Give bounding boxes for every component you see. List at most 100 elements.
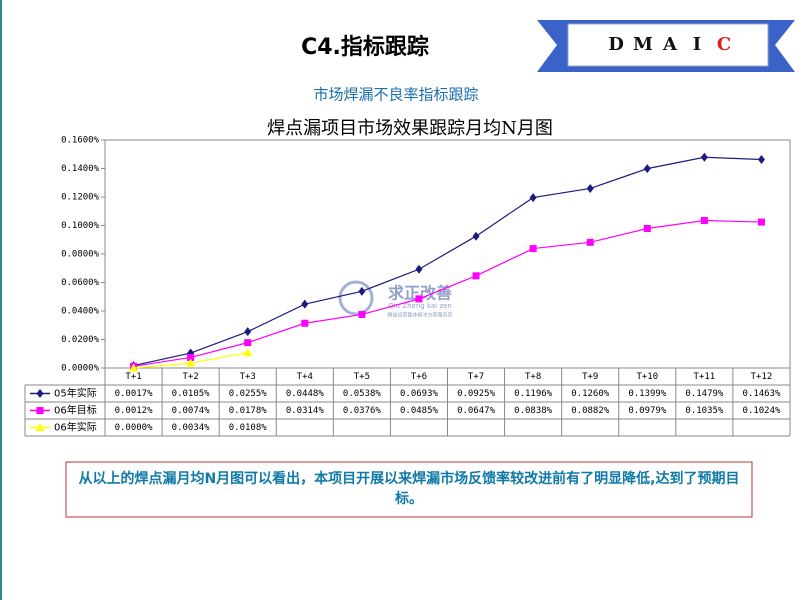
point [243, 348, 253, 357]
y-tick-label: 0.0600% [61, 278, 100, 288]
conclusion-box [65, 461, 753, 518]
point [586, 238, 594, 246]
point [186, 358, 196, 367]
table-value: 0.0979% [628, 406, 667, 416]
y-tick-label: 0.1400% [61, 164, 100, 174]
y-tick-label: 0.0200% [61, 335, 100, 345]
point [301, 299, 309, 309]
table-value: 0.0693% [400, 389, 439, 399]
point [415, 264, 423, 274]
table-value: 0.0376% [343, 406, 382, 416]
point [643, 164, 651, 174]
dmaic-box [567, 23, 769, 67]
legend-label: 05年实际 [54, 387, 97, 400]
table-value: 0.1035% [685, 406, 724, 416]
point [529, 245, 537, 253]
dmaic-letter: C [717, 34, 731, 55]
x-tick-label: T+10 [636, 372, 658, 382]
point [301, 319, 309, 327]
table-value: 0.0000% [115, 423, 154, 433]
point [700, 152, 708, 162]
table-value: 0.0034% [172, 423, 211, 433]
x-tick-label: T+12 [751, 372, 773, 382]
chart-title: 焊点漏项目市场效果跟踪月均N月图 [267, 118, 553, 139]
point [586, 183, 594, 193]
table-value: 0.1024% [742, 406, 781, 416]
legend-label: 06年实际 [54, 421, 97, 434]
point [472, 272, 480, 280]
y-tick-label: 0.0000% [61, 364, 100, 374]
series-line [133, 156, 762, 367]
table-value: 0.0314% [286, 406, 325, 416]
x-tick-label: T+9 [582, 372, 598, 382]
watermark-pinyin: Qiu Zheng kai zen [388, 302, 452, 310]
table-value: 0.0108% [229, 423, 268, 433]
point [472, 231, 480, 241]
x-tick-label: T+4 [297, 372, 313, 382]
y-tick-label: 0.0800% [61, 250, 100, 260]
x-tick-label: T+3 [240, 372, 256, 382]
point [187, 353, 195, 361]
legend-label: 06年目标 [54, 404, 97, 417]
dmaic-letter: I [693, 34, 701, 55]
dmaic-letter: M [633, 34, 653, 55]
legend-marker [36, 389, 44, 398]
x-tick-label: T+2 [182, 372, 198, 382]
point [757, 218, 765, 226]
x-tick-label: T+6 [411, 372, 427, 382]
table-value: 0.0255% [229, 389, 268, 399]
point [700, 217, 708, 225]
x-tick-label: T+5 [354, 372, 370, 382]
table-value: 0.1399% [628, 389, 667, 399]
series-line [133, 219, 762, 367]
table-value: 0.1463% [742, 389, 781, 399]
point [529, 193, 537, 203]
plot-frame [104, 139, 791, 369]
point [415, 295, 423, 303]
point [643, 224, 651, 232]
table-value: 0.0882% [571, 406, 610, 416]
table-value: 0.0538% [343, 389, 382, 399]
legend-marker [35, 423, 45, 431]
conclusion-wrap: 从以上的焊点漏月均N月图可以看出，本项目开展以来焊漏市场反馈率较改进前有了明显降… [78, 471, 740, 507]
point [358, 310, 366, 318]
point [757, 155, 765, 165]
table-value: 0.1196% [514, 389, 553, 399]
point [129, 363, 139, 372]
y-tick-label: 0.1200% [61, 193, 100, 203]
slide-title: C4.指标跟踪 [301, 34, 429, 60]
watermark: 求正改善 Qiu Zheng kai zen 精益运营整体解决方案服务商 [338, 280, 453, 319]
watermark-name: 求正改善 [388, 284, 452, 303]
table-value: 0.0448% [286, 389, 325, 399]
point [244, 327, 252, 337]
table-value: 0.0178% [229, 406, 268, 416]
table-value: 0.1260% [571, 389, 610, 399]
legend-marker [36, 407, 44, 414]
watermark-logo [338, 280, 374, 316]
table-value: 0.0647% [457, 406, 496, 416]
table-value: 0.0925% [457, 389, 496, 399]
table-value: 0.0074% [172, 406, 211, 416]
watermark-slogan: 精益运营整体解决方案服务商 [387, 312, 452, 319]
x-tick-label: T+1 [125, 372, 141, 382]
y-tick-label: 0.1600% [61, 136, 100, 146]
point [358, 286, 366, 296]
table-value: 0.0105% [172, 389, 211, 399]
dmaic-letter: D [608, 34, 624, 55]
table-value: 0.0838% [514, 406, 553, 416]
conclusion: 从以上的焊点漏月均N月图可以看出，本项目开展以来焊漏市场反馈率较改进前有了明显降… [78, 471, 740, 507]
subtitle: 市场焊漏不良率指标跟踪 [313, 86, 478, 104]
table-value: 0.0485% [400, 406, 439, 416]
table-value: 0.0012% [115, 406, 154, 416]
y-tick-label: 0.1000% [61, 221, 100, 231]
point [244, 339, 252, 347]
dmaic-letter: A [662, 34, 678, 55]
x-tick-label: T+7 [468, 372, 484, 382]
table-value: 0.0017% [115, 389, 154, 399]
x-tick-label: T+11 [694, 372, 716, 382]
x-tick-label: T+8 [525, 372, 541, 382]
y-tick-label: 0.0400% [61, 307, 100, 317]
